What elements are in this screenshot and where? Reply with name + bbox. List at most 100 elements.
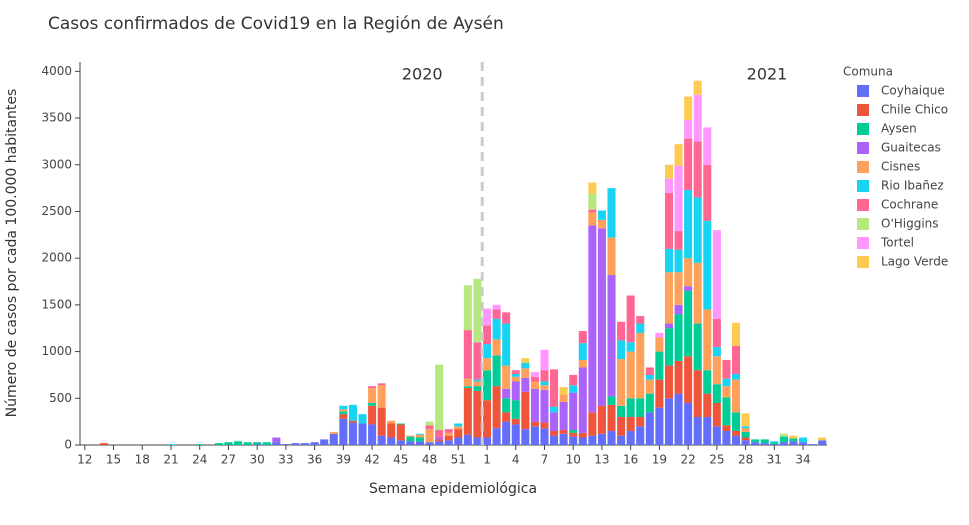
bar-segment xyxy=(655,407,664,445)
bar-segment xyxy=(607,404,616,431)
x-tick-label: 15 xyxy=(106,453,121,467)
bar-segment xyxy=(645,379,654,394)
legend-label: Chile Chico xyxy=(881,103,948,117)
bar-segment xyxy=(511,370,520,375)
bar-segment xyxy=(607,188,616,238)
bar-segment xyxy=(368,402,377,406)
bar-segment xyxy=(511,381,520,401)
bar-segment xyxy=(492,428,501,445)
bar-segment xyxy=(674,314,683,361)
bar-segment xyxy=(559,430,568,434)
bar-segment xyxy=(712,426,721,445)
bar-segment xyxy=(521,358,530,363)
bar-segment xyxy=(607,237,616,275)
bar-segment xyxy=(751,439,760,443)
bar-segment xyxy=(454,426,463,430)
bar-segment xyxy=(435,441,444,445)
bar-segment xyxy=(502,421,511,445)
bar-segment xyxy=(674,304,683,315)
bar-segment xyxy=(540,381,549,386)
bar-segment xyxy=(463,386,472,389)
bar-segment xyxy=(540,422,549,429)
bar-segment xyxy=(482,437,492,445)
bar-segment xyxy=(645,393,654,413)
bar-segment xyxy=(559,433,568,445)
bar-segment xyxy=(415,441,425,445)
bar-segment xyxy=(684,119,693,139)
bar-segment xyxy=(550,369,559,407)
x-tick-label: 39 xyxy=(336,453,351,467)
bar-segment xyxy=(722,430,731,445)
bar-segment xyxy=(703,393,712,417)
bar-segment xyxy=(578,343,587,360)
bar-segment xyxy=(511,376,520,382)
bar-segment xyxy=(684,290,693,357)
bar-segment xyxy=(463,330,472,379)
bar-segment xyxy=(617,321,626,341)
bar-segment xyxy=(770,441,779,443)
bar-segment xyxy=(693,197,702,263)
bar-segment xyxy=(664,323,674,329)
bar-segment xyxy=(444,435,453,441)
bar-segment xyxy=(243,442,252,445)
bar-segment xyxy=(310,442,319,445)
bar-segment xyxy=(530,421,539,427)
bar-segment xyxy=(664,328,674,366)
bar-segment xyxy=(674,393,683,445)
bar-segment xyxy=(684,96,693,120)
bar-segment xyxy=(731,374,741,380)
x-tick-label: 30 xyxy=(250,453,265,467)
x-tick-label: 21 xyxy=(163,453,178,467)
bar-segment xyxy=(530,426,539,445)
bar-segment xyxy=(588,225,597,413)
y-tick-label: 2000 xyxy=(41,251,72,265)
x-tick-label: 34 xyxy=(795,453,810,467)
legend-swatch xyxy=(857,199,869,211)
bar-segment xyxy=(693,141,702,198)
bar-segment xyxy=(396,440,405,445)
bar-segment xyxy=(502,398,511,413)
legend-label: O'Higgins xyxy=(881,217,939,231)
bar-segment xyxy=(731,379,741,413)
bar-segment xyxy=(818,437,827,441)
x-tick-label: 22 xyxy=(680,453,695,467)
bar-segment xyxy=(578,437,587,445)
x-tick-label: 4 xyxy=(512,453,520,467)
bar-segment xyxy=(779,433,788,437)
bar-segment xyxy=(348,420,357,423)
bar-segment xyxy=(664,398,674,445)
bar-segment xyxy=(550,430,559,436)
bar-segment xyxy=(645,367,654,375)
bar-segment xyxy=(502,388,511,399)
legend-label: Aysen xyxy=(881,122,917,136)
legend-swatch xyxy=(857,123,869,135)
bar-segment xyxy=(808,444,817,445)
bar-segment xyxy=(741,426,750,429)
bar-segment xyxy=(463,285,472,331)
bar-segment xyxy=(406,441,415,445)
bar-segment xyxy=(655,332,664,338)
bar-segment xyxy=(636,416,645,427)
legend-label: Coyhaique xyxy=(881,84,945,98)
bar-segment xyxy=(339,414,348,419)
bar-segment xyxy=(396,424,405,441)
bar-segment xyxy=(377,383,386,386)
bar-segment xyxy=(703,127,712,165)
bar-segment xyxy=(722,397,731,426)
bar-segment xyxy=(674,272,683,305)
bar-segment xyxy=(339,409,348,412)
bar-segment xyxy=(655,337,664,352)
bar-segment xyxy=(473,342,482,380)
bar-segment xyxy=(358,414,367,424)
bar-segment xyxy=(444,440,453,445)
bar-segment xyxy=(578,432,587,438)
x-tick-label: 31 xyxy=(767,453,782,467)
y-tick-label: 0 xyxy=(64,438,72,452)
bar-segment xyxy=(712,356,721,385)
bar-segment xyxy=(425,425,434,430)
bar-segment xyxy=(214,443,223,445)
bar-segment xyxy=(799,442,808,445)
bar-segment xyxy=(712,346,721,357)
bar-segment xyxy=(339,411,348,415)
bar-segment xyxy=(674,249,683,273)
